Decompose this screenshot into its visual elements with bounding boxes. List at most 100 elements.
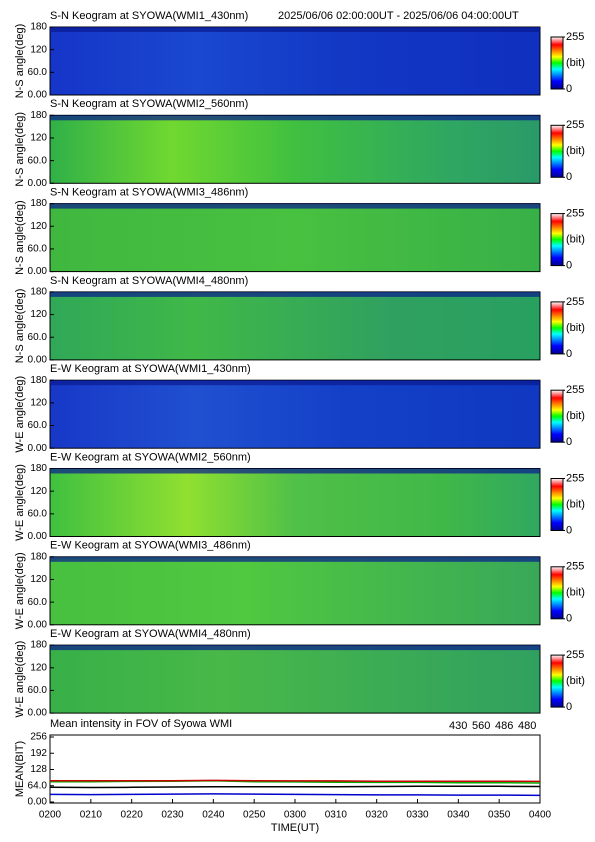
y-tick-label: 180 <box>30 463 47 474</box>
keogram-top-band <box>50 645 540 651</box>
keogram-top-band <box>50 27 540 32</box>
y-tick-label: 120 <box>30 398 47 409</box>
y-tick-label: 192 <box>30 748 47 759</box>
chart-title: Mean intensity in FOV of Syowa WMI <box>50 718 232 730</box>
colorbar <box>550 389 564 443</box>
colorbar-tick-label: 255 <box>566 119 584 131</box>
y-tick-label: 0.00 <box>28 619 48 630</box>
y-tick-label: 60.0 <box>28 332 48 343</box>
colorbar-label: (bit) <box>566 587 585 599</box>
legend-entry: 480 <box>518 720 536 732</box>
keogram-top-band <box>50 556 540 562</box>
colorbar <box>550 478 564 531</box>
panel-title: E-W Keogram at SYOWA(WMI3_486nm) <box>50 540 251 552</box>
x-tick-label: 0310 <box>325 810 348 821</box>
colorbar-label: (bit) <box>566 410 585 422</box>
y-tick-label: 0.00 <box>28 531 48 542</box>
y-tick-label: 180 <box>30 375 47 386</box>
x-tick-label: 0400 <box>529 810 552 821</box>
colorbar-tick-label: 255 <box>566 472 584 484</box>
y-tick-label: 0.00 <box>28 797 48 808</box>
y-tick-label: 60.0 <box>28 67 48 78</box>
colorbar-tick-label: 255 <box>566 208 584 220</box>
panel-title: E-W Keogram at SYOWA(WMI4_480nm) <box>50 628 251 640</box>
y-axis-label: W-E angle(deg) <box>14 641 26 718</box>
panel-title: S-N Keogram at SYOWA(WMI2_560nm) <box>50 98 248 110</box>
colorbar <box>550 654 564 708</box>
legend-entry: 560 <box>472 720 490 732</box>
y-tick-label: 120 <box>30 221 47 232</box>
y-tick-label: 120 <box>30 574 47 585</box>
y-tick-label: 60.0 <box>28 244 48 255</box>
keogram-image <box>49 291 541 361</box>
panel-title: E-W Keogram at SYOWA(WMI1_430nm) <box>50 363 251 375</box>
x-tick-label: 0200 <box>39 810 62 821</box>
colorbar <box>550 566 564 620</box>
y-tick-label: 60.0 <box>28 508 48 519</box>
x-tick-label: 0250 <box>243 810 266 821</box>
y-tick-label: 120 <box>30 44 47 55</box>
x-tick-label: 0350 <box>488 810 511 821</box>
keogram-top-band <box>50 468 540 474</box>
y-tick-label: 180 <box>30 198 47 209</box>
y-tick-label: 120 <box>30 662 47 673</box>
panel-title: S-N Keogram at SYOWA(WMI4_480nm) <box>50 275 248 287</box>
x-tick-label: 0240 <box>202 810 225 821</box>
keogram-top-band <box>50 115 540 121</box>
x-tick-label: 0320 <box>366 810 389 821</box>
y-axis-label: N-S angle(deg) <box>14 112 26 187</box>
colorbar-label: (bit) <box>566 145 585 157</box>
x-tick-label: 0340 <box>447 810 470 821</box>
y-axis-label: W-E angle(deg) <box>14 464 26 541</box>
colorbar-tick-label: 0 <box>566 348 572 360</box>
legend-entry: 486 <box>495 720 513 732</box>
colorbar <box>550 213 564 267</box>
panel-title: S-N Keogram at SYOWA(WMI3_486nm) <box>50 187 248 199</box>
y-tick-label: 180 <box>30 640 47 651</box>
y-tick-label: 0.00 <box>28 443 48 454</box>
colorbar-tick-label: 255 <box>566 384 584 396</box>
legend-entry: 430 <box>449 720 467 732</box>
y-tick-label: 180 <box>30 22 47 33</box>
series-line <box>49 785 541 789</box>
y-tick-label: 120 <box>30 133 47 144</box>
y-axis-label: W-E angle(deg) <box>14 552 26 629</box>
y-tick-label: 60.0 <box>28 685 48 696</box>
keogram-top-band <box>50 291 540 297</box>
colorbar <box>550 124 564 178</box>
colorbar-tick-label: 0 <box>566 83 572 95</box>
series-line <box>50 779 541 783</box>
keogram-image <box>49 468 541 537</box>
x-tick-label: 0220 <box>121 810 144 821</box>
plot-area <box>49 734 541 804</box>
y-tick-label: 0.00 <box>28 355 48 366</box>
colorbar <box>550 36 564 90</box>
y-tick-label: 120 <box>30 309 47 320</box>
colorbar-tick-label: 0 <box>566 260 572 272</box>
y-tick-label: 60.0 <box>28 155 48 166</box>
colorbar-tick-label: 0 <box>566 524 572 536</box>
colorbar-label: (bit) <box>566 57 585 69</box>
y-tick-label: 60.0 <box>28 420 48 431</box>
y-tick-label: 64.0 <box>28 780 48 791</box>
colorbar-tick-label: 255 <box>566 649 584 661</box>
panel-subtitle: 2025/06/06 02:00:00UT - 2025/06/06 04:00… <box>278 10 519 22</box>
y-axis-label: N-S angle(deg) <box>14 24 26 99</box>
y-tick-label: 0.00 <box>28 708 48 719</box>
y-tick-label: 120 <box>30 486 47 497</box>
colorbar-label: (bit) <box>566 234 585 246</box>
series-line <box>49 793 541 797</box>
y-tick-label: 0.00 <box>28 90 48 101</box>
colorbar-tick-label: 255 <box>566 561 584 573</box>
colorbar-tick-label: 255 <box>566 31 584 43</box>
colorbar-tick-label: 0 <box>566 436 572 448</box>
y-tick-label: 180 <box>30 287 47 298</box>
y-tick-label: 180 <box>30 110 47 121</box>
colorbar <box>550 301 564 355</box>
colorbar-tick-label: 0 <box>566 613 572 625</box>
keogram-image <box>49 379 541 449</box>
keogram-image <box>49 26 541 96</box>
colorbar-label: (bit) <box>566 322 585 334</box>
y-tick-label: 0.00 <box>28 266 48 277</box>
panel-title: E-W Keogram at SYOWA(WMI2_560nm) <box>50 451 251 463</box>
